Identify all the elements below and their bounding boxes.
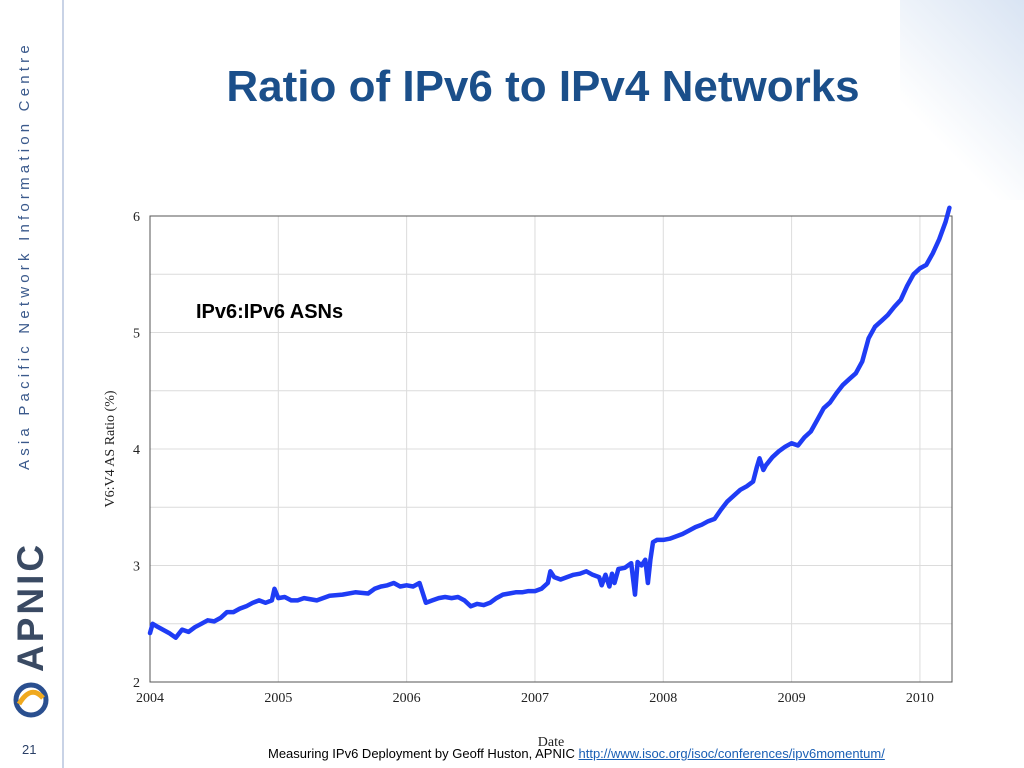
y-tick-label: 2 bbox=[133, 676, 140, 691]
x-tick-label: 2006 bbox=[393, 691, 421, 706]
caption-link[interactable]: http://www.isoc.org/isoc/conferences/ipv… bbox=[578, 746, 885, 761]
sidebar: Asia Pacific Network Information Centre … bbox=[0, 0, 64, 768]
plot-frame bbox=[149, 215, 953, 683]
x-tick-label: 2004 bbox=[136, 691, 164, 706]
y-tick-label: 3 bbox=[133, 560, 140, 575]
x-tick-label: 2008 bbox=[649, 691, 677, 706]
x-tick-label: 2007 bbox=[521, 691, 549, 706]
y-tick-label: 5 bbox=[133, 327, 140, 342]
slide-caption: Measuring IPv6 Deployment by Geoff Husto… bbox=[268, 746, 885, 761]
x-tick-label: 2005 bbox=[264, 691, 292, 706]
plot-panel bbox=[96, 196, 976, 756]
chart-annotation: IPv6:IPv6 ASNs bbox=[196, 301, 343, 323]
slide-title: Ratio of IPv6 to IPv4 Networks bbox=[226, 62, 860, 111]
caption-text: Measuring IPv6 Deployment by Geoff Husto… bbox=[268, 746, 575, 761]
y-axis-label: V6:V4 AS Ratio (%) bbox=[103, 390, 118, 507]
organization-name: Asia Pacific Network Information Centre bbox=[16, 41, 33, 470]
line-chart: 2004 2005 2006 2007 2008 2009 2010 2 3 4 5 6 IPv6:I… bbox=[103, 205, 953, 750]
series-layer bbox=[147, 205, 952, 640]
grid-lines bbox=[150, 216, 952, 682]
apnic-logo-icon bbox=[13, 682, 49, 718]
apnic-wordmark: APNIC bbox=[10, 541, 51, 672]
axis-ticks: 2004 2005 2006 2007 2008 2009 2010 2 3 4 5 6 bbox=[133, 210, 934, 706]
y-tick-label: 4 bbox=[133, 443, 140, 458]
corner-gradient bbox=[900, 0, 1024, 200]
y-tick-label: 6 bbox=[133, 210, 140, 225]
x-tick-label: 2009 bbox=[778, 691, 806, 706]
x-tick-label: 2010 bbox=[906, 691, 934, 706]
page-number: 21 bbox=[22, 742, 37, 757]
x-axis-label: Date bbox=[538, 735, 564, 750]
series-line bbox=[147, 205, 952, 640]
